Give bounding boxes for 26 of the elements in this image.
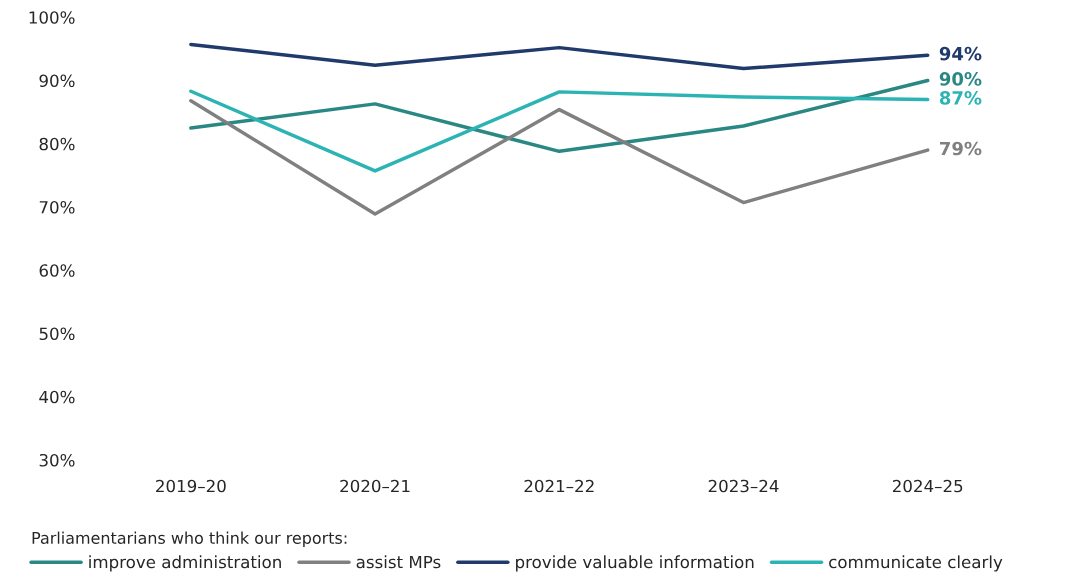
- legend-label: improve administration: [89, 555, 281, 572]
- x-tick-label: 2019–20: [156, 479, 226, 493]
- legend-label: provide valuable information: [516, 555, 754, 572]
- y-tick-label: 30%: [39, 453, 75, 467]
- line-series: [189, 42, 930, 71]
- y-tick-label: 50%: [39, 327, 75, 341]
- data-label: 87%: [939, 91, 982, 105]
- legend-title: Parliamentarians who think our reports:: [32, 531, 347, 548]
- y-tick-label: 60%: [39, 264, 75, 277]
- line-series: [189, 99, 930, 216]
- legend-label: communicate clearly: [829, 555, 1003, 572]
- line-series: [189, 78, 930, 154]
- x-tick-label: 2024–25: [892, 479, 963, 493]
- x-tick-label: 2021–22: [524, 479, 594, 493]
- y-tick-label: 90%: [39, 74, 75, 88]
- data-label: 90%: [939, 72, 982, 86]
- x-tick-label: 2020–21: [340, 479, 410, 493]
- data-label: 79%: [940, 141, 982, 156]
- legend-label: assist MPs: [356, 555, 441, 569]
- line-series: [189, 89, 930, 173]
- x-tick-label: 2023–24: [708, 479, 779, 493]
- y-tick-label: 80%: [39, 137, 75, 151]
- y-tick-label: 100%: [29, 11, 75, 24]
- y-tick-label: 70%: [39, 200, 75, 214]
- data-label: 94%: [939, 46, 982, 61]
- y-tick-label: 40%: [39, 390, 75, 404]
